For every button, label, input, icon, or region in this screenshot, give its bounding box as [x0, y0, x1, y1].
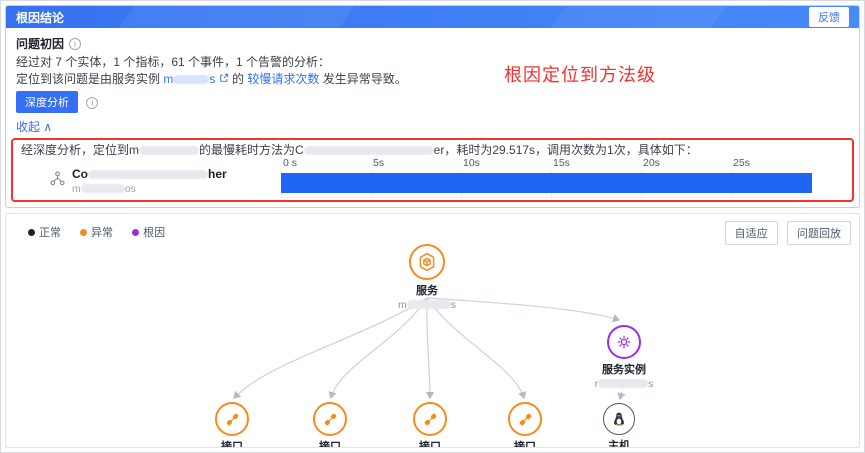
- tick-label: 0 s: [283, 157, 298, 169]
- service-instance-icon: [607, 325, 641, 359]
- collapse-link[interactable]: 收起 ∧: [16, 120, 53, 134]
- locate-after: 发生异常导致。: [322, 72, 407, 86]
- metric-link[interactable]: 较慢请求次数: [247, 72, 320, 86]
- deep-analysis-row: 深度分析 i: [16, 86, 849, 113]
- topo-node-interface-4[interactable]: 接口 Coner: [455, 402, 595, 448]
- node-type-label: 接口: [514, 441, 536, 448]
- initial-cause-title: 问题初因: [16, 37, 65, 51]
- locate-before: 定位到该问题是由服务实例: [16, 72, 161, 86]
- initial-cause-title-row: 问题初因 i: [16, 35, 849, 52]
- topology-card: 正常 异常 根因 自适应 问题回放 服: [5, 213, 860, 448]
- red-annotation: 根因定位到方法级: [504, 65, 656, 85]
- card-header: 根因结论 反馈: [6, 6, 859, 28]
- card-body: 问题初因 i 经过对 7 个实体，1 个指标，61 个事件，1 个告警的分析： …: [6, 28, 859, 208]
- node-type-label: 主机: [608, 440, 630, 448]
- interface-icon: [413, 402, 447, 436]
- legend-rootcause: 根因: [132, 227, 165, 239]
- topology-actions: 自适应 问题回放: [719, 221, 851, 245]
- gantt-bar: [281, 173, 813, 193]
- root-cause-conclusion-card: 根因结论 反馈 问题初因 i 经过对 7 个实体，1 个指标，61 个事件，1 …: [5, 5, 860, 208]
- method-service-name: m os: [72, 183, 136, 195]
- tick-label: 20s: [643, 157, 660, 169]
- method-row[interactable]: Co her m os: [49, 168, 227, 195]
- interface-icon: [313, 402, 347, 436]
- topology-legend: 正常 异常 根因: [28, 224, 181, 240]
- node-type-label: 服务实例: [602, 364, 646, 376]
- deep-analysis-info-icon[interactable]: i: [86, 97, 99, 109]
- method-level-highlight-box: 经深度分析，定位到m 的最慢耗时方法为C er，耗时为29.517s，调用次数为1次…: [11, 138, 854, 202]
- tick-label: 25s: [733, 157, 750, 169]
- legend-normal: 正常: [28, 227, 61, 239]
- service-icon: [409, 244, 445, 280]
- node-type-label: 接口: [319, 441, 341, 448]
- deep-analysis-button[interactable]: 深度分析: [16, 91, 78, 113]
- method-name-block: Co her m os: [72, 167, 227, 196]
- topo-node-interface-2[interactable]: 接口 Int: [260, 402, 400, 448]
- tick-label: 5s: [373, 157, 385, 169]
- method-icon: [50, 171, 65, 186]
- legend-total-duration: 总时长: [693, 207, 736, 208]
- method-gantt: Co her m os 0 s 5s 10s 15s 20s 25s: [21, 157, 844, 201]
- topology-edges: [233, 297, 626, 401]
- feedback-button[interactable]: 反馈: [809, 7, 849, 27]
- interface-icon: [508, 402, 542, 436]
- method-name: Co her: [72, 167, 227, 181]
- legend-abnormal: 异常: [80, 227, 113, 239]
- node-type-label: 服务: [416, 285, 438, 297]
- analysis-summary: 经过对 7 个实体，1 个指标，61 个事件，1 个告警的分析：: [16, 55, 331, 69]
- problem-replay-button[interactable]: 问题回放: [787, 221, 851, 245]
- deep-result-line: 经深度分析，定位到m 的最慢耗时方法为C er，耗时为29.517s，调用次数为1次…: [21, 143, 698, 157]
- host-linux-icon: [603, 403, 635, 435]
- tick-label: 10s: [463, 157, 480, 169]
- locate-mid: 的: [232, 72, 245, 86]
- node-type-label: 接口: [221, 441, 243, 448]
- external-link-icon: [219, 73, 229, 82]
- legend-response-time: 服务调用响应时间: [752, 207, 847, 208]
- card-title: 根因结论: [16, 10, 65, 25]
- topo-node-interface-3[interactable]: 接口 Uin: [360, 402, 500, 448]
- info-icon[interactable]: i: [69, 37, 82, 50]
- interface-icon: [215, 402, 249, 436]
- gantt-plot: 0 s 5s 10s 15s 20s 25s: [281, 157, 838, 198]
- topo-node-interface-1[interactable]: 接口 InControt: [162, 402, 302, 448]
- auto-fit-button[interactable]: 自适应: [724, 221, 778, 245]
- tick-label: 15s: [553, 157, 570, 169]
- gantt-legend: 总时长 服务调用响应时间: [16, 205, 847, 208]
- topo-node-host[interactable]: 主机 st3: [549, 403, 689, 448]
- node-type-label: 接口: [419, 441, 441, 448]
